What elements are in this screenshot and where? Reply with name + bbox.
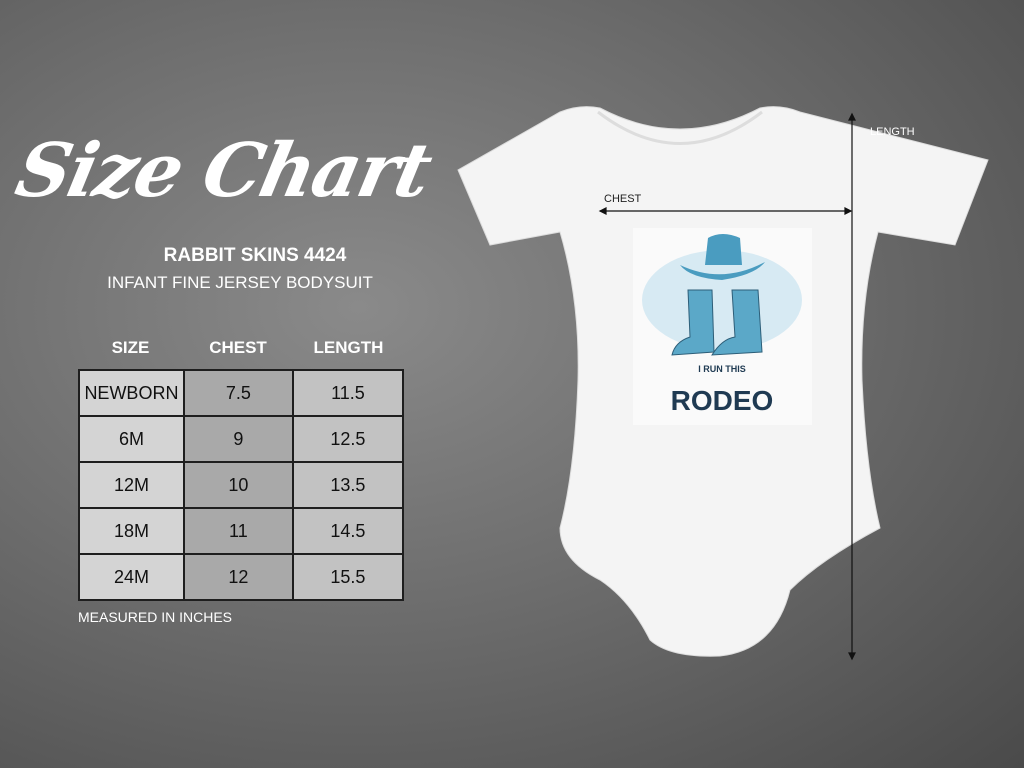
table-row: 6M 9 12.5 xyxy=(78,415,405,463)
chest-cell: 11 xyxy=(182,507,294,555)
length-cell: 15.5 xyxy=(291,553,405,601)
length-label: LENGTH xyxy=(870,126,915,138)
size-cell: 12M xyxy=(78,461,185,509)
measurement-note: MEASURED IN INCHES xyxy=(78,609,233,625)
chest-arrow xyxy=(598,207,853,215)
length-cell: 13.5 xyxy=(291,461,405,509)
chest-label: CHEST xyxy=(604,193,642,205)
table-row: 24M 12 15.5 xyxy=(78,553,405,601)
cowboy-boots-icon xyxy=(671,289,763,356)
collar xyxy=(597,110,763,145)
table-row: 18M 11 14.5 xyxy=(78,507,405,555)
product-name: INFANT FINE JERSEY BODYSUIT xyxy=(107,273,373,292)
cowboy-hat-icon xyxy=(680,234,765,280)
table-row: 12M 10 13.5 xyxy=(78,461,405,509)
design-line2: RODEO xyxy=(671,385,774,416)
brand-model: RABBIT SKINS 4424 xyxy=(163,245,347,266)
size-cell: 6M xyxy=(78,415,185,463)
size-cell: 24M xyxy=(78,553,185,601)
size-table: NEWBORN 7.5 11.5 6M 9 12.5 12M 10 13.5 18M 11 14… xyxy=(78,369,405,601)
chest-cell: 10 xyxy=(182,461,294,509)
length-cell: 14.5 xyxy=(291,507,405,555)
length-arrow xyxy=(848,112,856,661)
chest-cell: 7.5 xyxy=(182,369,294,417)
design-line1: I RUN THIS xyxy=(698,364,746,374)
length-cell: 11.5 xyxy=(291,369,405,417)
table-row: NEWBORN 7.5 11.5 xyxy=(78,369,405,417)
chest-cell: 9 xyxy=(182,415,294,463)
header-chest: CHEST xyxy=(209,338,267,357)
size-cell: NEWBORN xyxy=(78,369,185,417)
header-size: SIZE xyxy=(111,338,150,357)
chest-cell: 12 xyxy=(182,553,294,601)
length-cell: 12.5 xyxy=(291,415,405,463)
watercolor-splash xyxy=(642,250,802,350)
size-cell: 18M xyxy=(78,507,185,555)
header-length: LENGTH xyxy=(313,338,384,357)
